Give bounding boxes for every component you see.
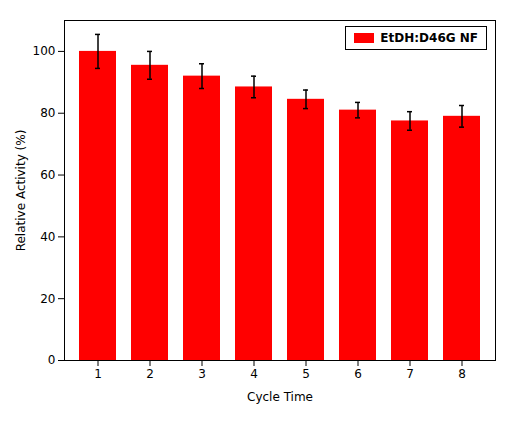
- svg-text:20: 20: [40, 292, 55, 306]
- svg-text:3: 3: [198, 367, 206, 381]
- svg-text:8: 8: [458, 367, 466, 381]
- svg-text:4: 4: [250, 367, 258, 381]
- svg-text:6: 6: [354, 367, 362, 381]
- svg-text:5: 5: [302, 367, 310, 381]
- svg-text:60: 60: [40, 168, 55, 182]
- svg-text:7: 7: [406, 367, 414, 381]
- svg-text:Cycle Time: Cycle Time: [247, 390, 313, 404]
- svg-text:1: 1: [94, 367, 102, 381]
- svg-text:40: 40: [40, 230, 55, 244]
- svg-text:Relative Activity (%): Relative Activity (%): [14, 130, 28, 252]
- svg-text:80: 80: [40, 106, 55, 120]
- svg-text:0: 0: [48, 353, 56, 367]
- svg-text:2: 2: [146, 367, 154, 381]
- html-text:EtDH:D46G NF: EtDH:D46G NF: [380, 31, 478, 45]
- svg-text:100: 100: [33, 44, 56, 58]
